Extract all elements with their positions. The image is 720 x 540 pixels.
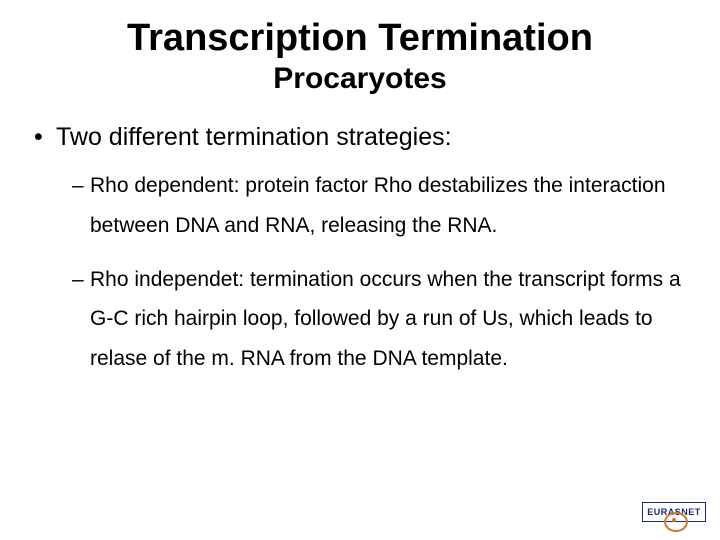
bullet-marker-icon: •	[34, 123, 56, 152]
logo-ring-icon	[664, 512, 688, 532]
bullet-level2: – Rho independet: termination occurs whe…	[72, 260, 692, 380]
dash-marker-icon: –	[72, 260, 90, 300]
slide: Transcription Termination Procaryotes • …	[0, 0, 720, 540]
bullet-level1: • Two different termination strategies:	[34, 123, 692, 152]
dash-marker-icon: –	[72, 166, 90, 206]
title-block: Transcription Termination Procaryotes	[28, 18, 692, 95]
bullet-level1-text: Two different termination strategies:	[56, 123, 452, 152]
bullet-level2-text: Rho dependent: protein factor Rho destab…	[90, 166, 692, 246]
title-sub: Procaryotes	[28, 62, 692, 95]
title-main: Transcription Termination	[28, 18, 692, 60]
eurasnet-logo: EURASNET	[642, 502, 706, 530]
bullet-level2-text: Rho independet: termination occurs when …	[90, 260, 692, 380]
bullet-level2: – Rho dependent: protein factor Rho dest…	[72, 166, 692, 246]
body-block: • Two different termination strategies: …	[28, 123, 692, 379]
